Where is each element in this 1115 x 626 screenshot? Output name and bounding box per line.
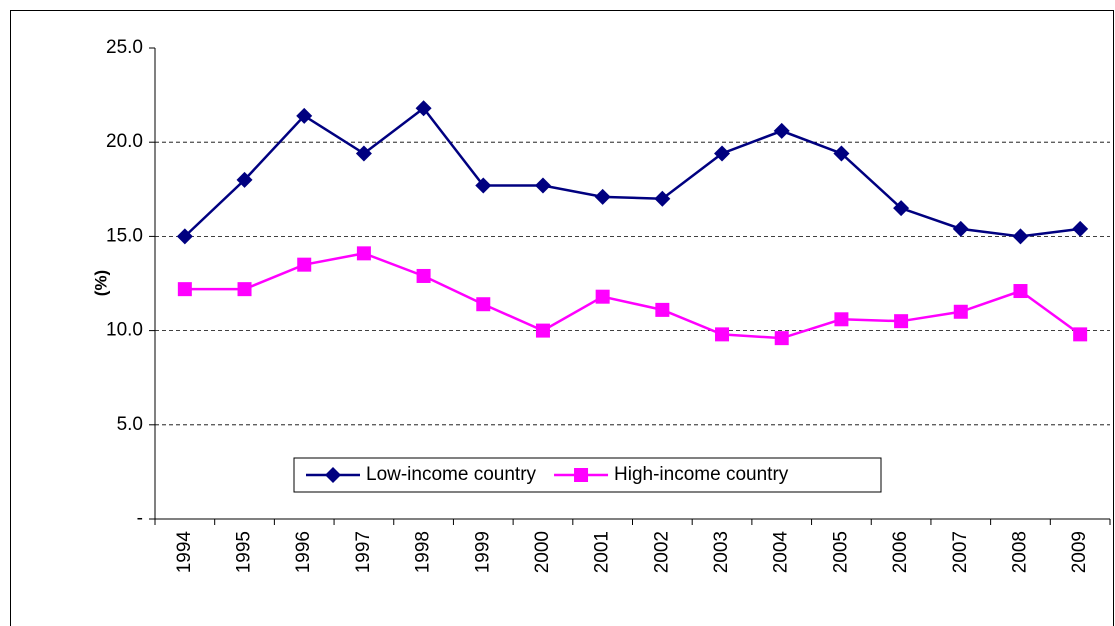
x-tick-label: 2008 (1009, 531, 1030, 573)
y-tick-label: 25.0 (106, 37, 143, 58)
marker (594, 188, 611, 205)
marker (176, 228, 193, 245)
marker (1013, 284, 1028, 299)
marker (595, 289, 610, 304)
legend: Low-income country High-income country (293, 457, 882, 493)
marker (714, 145, 731, 162)
marker (953, 304, 968, 319)
series-line (183, 106, 1081, 238)
x-tick-label: 1997 (353, 531, 374, 573)
chart-frame (10, 10, 1114, 626)
x-tick-label: 2004 (771, 531, 792, 574)
marker (476, 297, 491, 312)
marker (236, 171, 253, 188)
x-tick-label: 2003 (711, 531, 732, 573)
marker (655, 302, 670, 317)
marker (654, 190, 671, 207)
marker (355, 145, 372, 162)
x-tick-label: 1996 (293, 531, 314, 573)
marker (774, 331, 789, 346)
x-tick-label: 1995 (234, 531, 255, 573)
y-tick-label: 20.0 (106, 131, 143, 152)
marker (415, 100, 432, 117)
x-tick-label: 2000 (532, 531, 553, 573)
x-tick-label: 2005 (830, 531, 851, 573)
x-tick-label: 1999 (472, 531, 493, 573)
marker (1073, 327, 1088, 342)
marker (894, 314, 909, 329)
marker (715, 327, 730, 342)
marker (893, 200, 910, 217)
y-axis-label: (%) (91, 270, 110, 296)
marker (296, 107, 313, 124)
x-tick-label: 2006 (890, 531, 911, 573)
x-tick-label: 1994 (174, 531, 195, 574)
marker (297, 257, 312, 272)
y-tick-label: 15.0 (106, 225, 143, 246)
y-tick-label: 10.0 (106, 320, 143, 341)
marker (952, 220, 969, 237)
marker (356, 246, 371, 261)
marker (1072, 220, 1089, 237)
x-tick-label: 2002 (651, 531, 672, 573)
marker (833, 145, 850, 162)
marker (325, 467, 341, 483)
y-tick-label: - (137, 508, 143, 529)
x-tick-label: 2001 (592, 531, 613, 573)
marker (475, 177, 492, 194)
marker (177, 282, 192, 297)
x-tick-label: 1998 (413, 531, 434, 573)
legend-label: High-income country (614, 464, 789, 485)
x-tick-label: 2009 (1069, 531, 1090, 573)
marker (574, 468, 589, 482)
marker (534, 177, 551, 194)
marker (535, 323, 550, 338)
legend-label: Low-income country (366, 464, 537, 485)
x-tick-label: 2007 (950, 531, 971, 573)
marker (834, 312, 849, 327)
marker (237, 282, 252, 297)
y-tick-label: 5.0 (117, 414, 143, 435)
marker (416, 268, 431, 283)
series-line (184, 252, 1081, 340)
marker (1012, 228, 1029, 245)
marker (773, 122, 790, 139)
